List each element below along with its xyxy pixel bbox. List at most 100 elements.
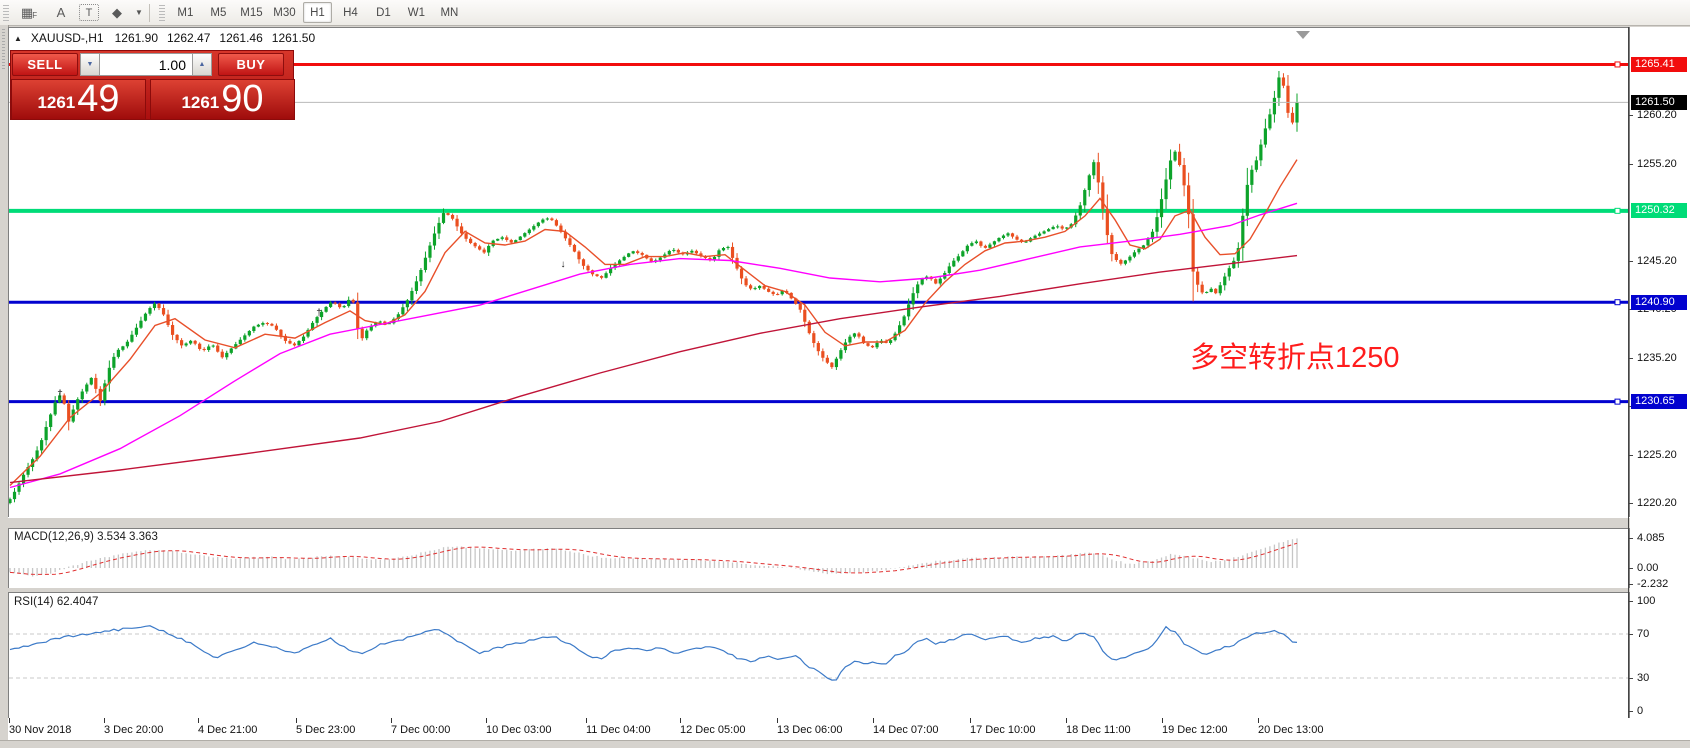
sell-price-display[interactable]: 1261 49 (11, 79, 146, 120)
trade-marker-icon: ↓ (561, 259, 566, 270)
volume-decrease-button[interactable]: ▼ (80, 53, 100, 76)
rsi-scale-label: 100 (1637, 595, 1656, 607)
timeframe-button-m1[interactable]: M1 (177, 6, 194, 19)
macd-label: MACD(12,26,9) 3.534 3.363 (14, 531, 158, 543)
axis-tick (1629, 711, 1633, 712)
shapes-tool-icon[interactable]: ◆ (112, 4, 122, 20)
sell-button[interactable]: SELL (12, 53, 78, 76)
chart-shift-marker-icon[interactable] (1296, 31, 1310, 39)
axis-tick (1629, 678, 1633, 679)
volume-increase-button[interactable]: ▲ (192, 53, 212, 76)
bar-close-value: 1261.50 (271, 31, 316, 45)
price-scale-label: 1255.20 (1637, 157, 1677, 170)
time-label: 11 Dec 04:00 (586, 724, 651, 736)
volume-input[interactable] (100, 53, 192, 76)
sell-price-small: 1261 (37, 93, 76, 112)
timeframe-button-w1[interactable]: W1 (407, 6, 426, 19)
time-label: 3 Dec 20:00 (104, 724, 164, 736)
timeframe-button-m15[interactable]: M15 (240, 6, 263, 19)
macd-scale-label: 0.00 (1637, 562, 1659, 574)
time-tick (970, 718, 971, 723)
price-axis-line (1628, 27, 1629, 718)
axis-tick (1629, 538, 1633, 540)
text-tool-icon[interactable]: T (79, 4, 99, 21)
window-bottom-frame (0, 740, 1690, 748)
timeframe-button-mn[interactable]: MN (440, 6, 459, 19)
price-scale-label: 1225.20 (1637, 448, 1677, 461)
trade-marker-icon: † (57, 389, 63, 400)
time-tick (1162, 718, 1163, 723)
timeframe-button-h4[interactable]: H4 (343, 6, 358, 19)
time-label: 12 Dec 05:00 (680, 724, 746, 736)
price-scale-label: 1245.20 (1637, 254, 1677, 267)
timeframe-button-m30[interactable]: M30 (273, 6, 296, 19)
chart-text-annotation[interactable]: 多空转折点1250 (1190, 342, 1400, 374)
axis-tick (1629, 601, 1633, 602)
bar-low-value: 1261.46 (219, 31, 263, 45)
timeframe-button-h1[interactable]: H1 (302, 2, 332, 23)
time-tick (777, 718, 778, 723)
axis-tick (1629, 503, 1633, 504)
time-label: 19 Dec 12:00 (1162, 724, 1228, 736)
toolbar-separator (148, 3, 150, 22)
time-scale[interactable]: 30 Nov 2018 3 Dec 20:00 4 Dec 21:00 5 Dec 2… (8, 718, 1690, 740)
axis-tick (1629, 260, 1633, 262)
level-line-handle[interactable] (1614, 207, 1621, 214)
level-price-badge: 1230.65 (1631, 394, 1687, 410)
time-label: 7 Dec 00:00 (391, 724, 451, 736)
macd-scale-label: -2.232 (1637, 578, 1669, 591)
bar-open-value: 1261.90 (114, 31, 158, 45)
timeframe-grip[interactable] (158, 4, 165, 21)
timeframe-button-d1[interactable]: D1 (376, 6, 391, 19)
level-line-handle[interactable] (1614, 61, 1621, 68)
trade-marker-icon: † (316, 308, 322, 319)
time-label: 5 Dec 23:00 (296, 724, 356, 736)
rsi-plot (9, 625, 1628, 681)
axis-tick (1629, 584, 1633, 586)
price-scale-label: 1260.20 (1637, 109, 1677, 121)
timeframe-button-m5[interactable]: M5 (210, 6, 227, 19)
macd-pane[interactable] (8, 528, 1630, 590)
rsi-line (9, 625, 1298, 681)
time-tick (486, 718, 487, 723)
time-tick (873, 718, 874, 723)
time-tick (104, 718, 105, 723)
candlestick-plot[interactable]: † † ↓ (9, 28, 1628, 517)
level-price-badge: 1265.41 (1631, 56, 1687, 72)
time-label: 13 Dec 06:00 (777, 724, 843, 736)
level-line-handle[interactable] (1614, 398, 1621, 405)
macd-signal-line (9, 542, 1298, 575)
time-label: 17 Dec 10:00 (970, 724, 1036, 736)
chart-grid-icon[interactable]: ▦ F (20, 4, 38, 21)
axis-tick (1629, 568, 1633, 569)
toolbar-grip[interactable] (3, 4, 9, 21)
buy-price-big: 90 (221, 78, 264, 120)
buy-price-display[interactable]: 1261 90 (150, 79, 295, 120)
pane-splitter-2[interactable] (8, 588, 1690, 592)
time-label: 14 Dec 07:00 (873, 724, 939, 736)
time-tick (9, 718, 10, 723)
time-label: 10 Dec 03:00 (486, 724, 552, 736)
rsi-label: RSI(14) 62.4047 (14, 596, 99, 608)
time-tick (680, 718, 681, 723)
buy-price-small: 1261 (181, 93, 220, 112)
time-tick (586, 718, 587, 723)
shapes-dropdown-arrow[interactable]: ▼ (135, 8, 143, 17)
axis-tick (1629, 163, 1633, 165)
macd-plot (9, 538, 1298, 577)
bar-high-value: 1262.47 (167, 31, 211, 45)
time-label: 4 Dec 21:00 (198, 724, 258, 736)
buy-button[interactable]: BUY (218, 53, 284, 76)
level-line-handle[interactable] (1614, 299, 1621, 306)
macd-scale-label: 4.085 (1637, 532, 1665, 545)
sell-price-big: 49 (77, 78, 120, 120)
time-tick (1258, 718, 1259, 723)
ma-line-mid (9, 202, 1298, 489)
collapse-arrow-icon[interactable]: ▲ (14, 33, 22, 43)
price-scale[interactable]: 1260.201255.201245.201240.201235.201230.… (1629, 27, 1690, 718)
rsi-pane[interactable] (8, 592, 1630, 720)
axis-tick (1629, 357, 1633, 359)
one-click-trading-panel: SELL ▼ ▲ BUY 1261 49 1261 90 (10, 50, 295, 120)
label-tool-icon[interactable]: A (56, 5, 66, 20)
